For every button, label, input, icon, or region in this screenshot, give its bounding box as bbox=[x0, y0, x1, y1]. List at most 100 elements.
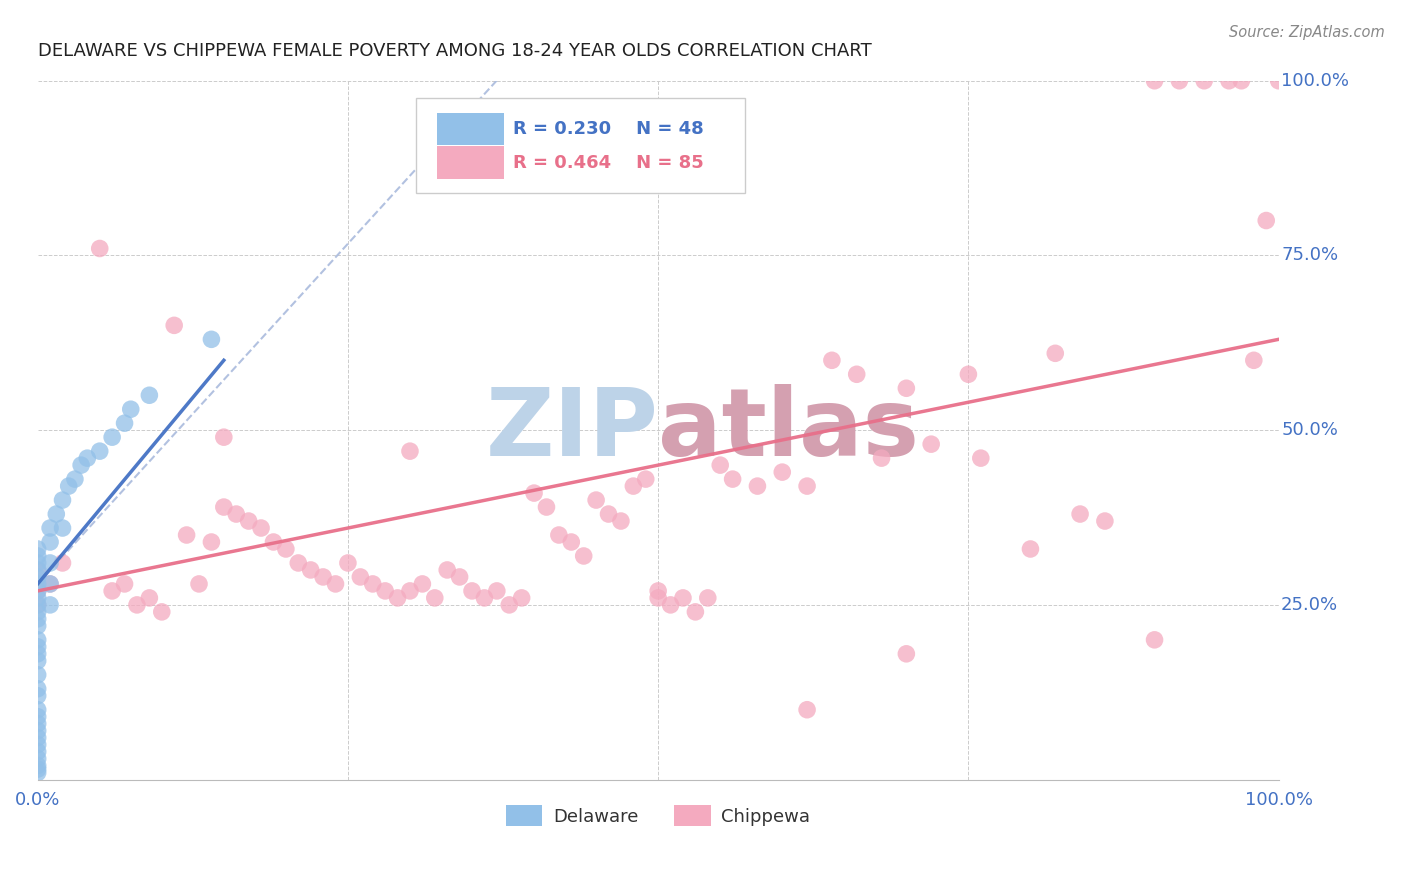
Point bbox=[336, 556, 359, 570]
Point bbox=[696, 591, 718, 605]
Point bbox=[647, 591, 669, 605]
Point bbox=[150, 605, 173, 619]
Point bbox=[374, 583, 396, 598]
Text: R = 0.230    N = 48: R = 0.230 N = 48 bbox=[513, 120, 704, 138]
Point bbox=[634, 472, 657, 486]
Point bbox=[51, 556, 73, 570]
Point bbox=[27, 583, 49, 598]
Point bbox=[163, 318, 186, 333]
Point bbox=[1218, 74, 1240, 88]
Point bbox=[461, 583, 484, 598]
Point bbox=[610, 514, 633, 528]
Point bbox=[27, 583, 49, 598]
Point bbox=[39, 577, 62, 591]
Point bbox=[250, 521, 273, 535]
Point bbox=[39, 577, 62, 591]
Point bbox=[796, 703, 818, 717]
Point bbox=[27, 577, 49, 591]
Point bbox=[770, 465, 793, 479]
Point bbox=[76, 451, 98, 466]
Point bbox=[238, 514, 260, 528]
Point bbox=[27, 632, 49, 647]
Point bbox=[1267, 74, 1289, 88]
Point bbox=[1168, 74, 1191, 88]
Point bbox=[39, 535, 62, 549]
Point bbox=[399, 583, 422, 598]
Point bbox=[411, 577, 433, 591]
Point bbox=[27, 758, 49, 772]
Point bbox=[27, 731, 49, 745]
Point bbox=[721, 472, 744, 486]
Point bbox=[585, 493, 607, 508]
FancyBboxPatch shape bbox=[437, 146, 505, 178]
Point bbox=[1192, 74, 1215, 88]
Text: atlas: atlas bbox=[658, 384, 920, 476]
Point bbox=[27, 541, 49, 556]
Point bbox=[1243, 353, 1265, 368]
Point bbox=[27, 716, 49, 731]
Point bbox=[27, 745, 49, 759]
Point bbox=[138, 591, 160, 605]
Point bbox=[621, 479, 644, 493]
Point bbox=[325, 577, 347, 591]
Point bbox=[821, 353, 844, 368]
Point bbox=[27, 598, 49, 612]
Point bbox=[176, 528, 198, 542]
Text: ZIP: ZIP bbox=[485, 384, 658, 476]
Point bbox=[1230, 74, 1253, 88]
Point bbox=[485, 583, 508, 598]
Point bbox=[423, 591, 446, 605]
Point bbox=[27, 654, 49, 668]
Point bbox=[796, 479, 818, 493]
Point bbox=[101, 430, 124, 444]
Point bbox=[474, 591, 496, 605]
Point bbox=[970, 451, 993, 466]
Point bbox=[387, 591, 409, 605]
Point bbox=[449, 570, 471, 584]
Point bbox=[548, 528, 571, 542]
Point bbox=[27, 605, 49, 619]
Point bbox=[27, 703, 49, 717]
Point bbox=[212, 430, 235, 444]
FancyBboxPatch shape bbox=[416, 98, 745, 193]
Point bbox=[287, 556, 309, 570]
Text: 25.0%: 25.0% bbox=[1281, 596, 1339, 614]
Point bbox=[27, 563, 49, 577]
Point bbox=[672, 591, 695, 605]
Point bbox=[598, 507, 620, 521]
Point bbox=[200, 535, 222, 549]
Point bbox=[27, 598, 49, 612]
Point bbox=[27, 723, 49, 738]
Point bbox=[870, 451, 893, 466]
Point bbox=[274, 541, 297, 556]
Point bbox=[896, 381, 918, 395]
Point bbox=[1045, 346, 1067, 360]
Point bbox=[89, 242, 111, 256]
Point bbox=[27, 667, 49, 681]
Point bbox=[45, 507, 67, 521]
Point bbox=[27, 549, 49, 563]
Point bbox=[63, 472, 86, 486]
Point bbox=[845, 368, 868, 382]
Point bbox=[299, 563, 322, 577]
Point bbox=[709, 458, 731, 472]
Point bbox=[89, 444, 111, 458]
Point bbox=[27, 619, 49, 633]
Point bbox=[1143, 74, 1166, 88]
Point bbox=[27, 591, 49, 605]
Point bbox=[27, 563, 49, 577]
Point bbox=[436, 563, 458, 577]
Text: 50.0%: 50.0% bbox=[1281, 421, 1339, 439]
Point bbox=[399, 444, 422, 458]
Point bbox=[498, 598, 520, 612]
Point bbox=[114, 577, 136, 591]
Point bbox=[560, 535, 582, 549]
Point bbox=[27, 647, 49, 661]
Point bbox=[647, 583, 669, 598]
Point bbox=[27, 738, 49, 752]
Legend: Delaware, Chippewa: Delaware, Chippewa bbox=[499, 798, 817, 833]
Point bbox=[263, 535, 285, 549]
Point bbox=[27, 689, 49, 703]
Point bbox=[200, 332, 222, 346]
Point bbox=[1019, 541, 1042, 556]
